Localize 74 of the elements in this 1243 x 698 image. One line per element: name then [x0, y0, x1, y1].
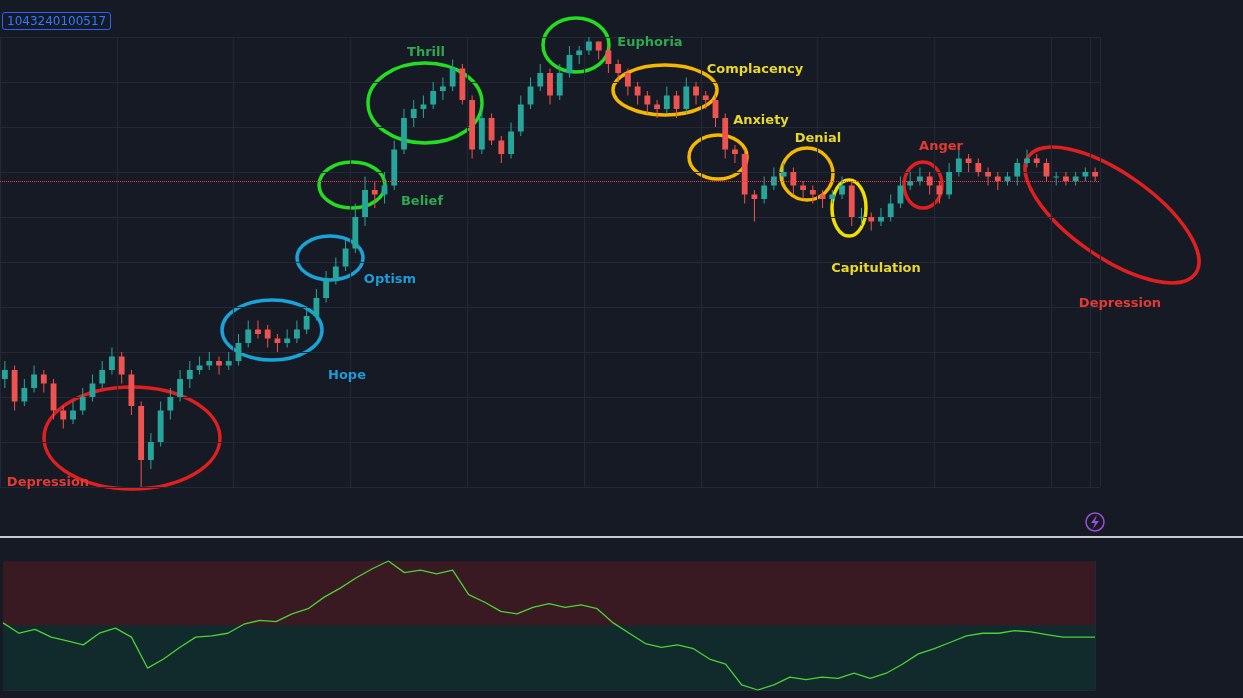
candlestick	[644, 90, 651, 114]
candlestick	[790, 167, 797, 195]
candlestick	[1063, 171, 1069, 186]
candlestick	[60, 405, 67, 429]
candlestick	[946, 162, 953, 200]
candlestick	[313, 288, 320, 321]
candlestick	[371, 180, 378, 209]
annotation: Hope	[328, 366, 366, 382]
candlestick	[693, 81, 699, 105]
candlestick	[634, 81, 641, 105]
annotation: Belief	[400, 192, 444, 208]
candlestick	[508, 122, 514, 159]
candlestick	[99, 360, 106, 389]
candlestick	[663, 86, 670, 114]
candlestick	[216, 356, 222, 375]
candlestick	[21, 378, 28, 407]
candlestick	[147, 432, 154, 470]
annotation: Capitulation	[831, 259, 921, 275]
candlestick	[615, 59, 622, 83]
annotation: Anxiety	[733, 111, 789, 127]
candlestick	[323, 270, 330, 303]
candlestick	[31, 365, 37, 393]
candlestick	[732, 144, 738, 164]
candlestick	[186, 360, 193, 389]
candlestick	[410, 99, 417, 128]
candlestick	[440, 77, 446, 101]
candlestick	[878, 207, 884, 227]
text: 1043240100517	[2, 12, 112, 30]
annotation: Thrill	[407, 43, 445, 59]
candlestick	[926, 171, 933, 195]
candlestick	[264, 324, 271, 348]
candlestick	[245, 320, 252, 348]
candlestick	[1, 360, 8, 389]
candlestick	[430, 81, 437, 110]
candlestick	[1092, 167, 1099, 182]
candlestick	[916, 167, 923, 186]
candlestick	[70, 401, 76, 425]
annotation: Euphoria	[617, 33, 683, 49]
candlestick	[547, 68, 553, 105]
candlestick	[654, 99, 660, 119]
annotation: Depression	[1078, 294, 1162, 310]
candlestick	[683, 77, 690, 114]
candlestick	[624, 68, 631, 96]
candlestick	[1014, 158, 1021, 186]
candlestick	[167, 387, 174, 420]
candlestick	[537, 63, 544, 92]
candlestick	[255, 320, 261, 339]
candlestick	[770, 167, 777, 191]
candlestick	[109, 347, 115, 375]
annotation: Anger	[919, 137, 963, 153]
candlestick	[839, 176, 845, 200]
candlestick	[800, 180, 807, 200]
candlestick	[498, 135, 505, 164]
annotation: Denial	[794, 129, 842, 145]
candlestick	[586, 36, 592, 56]
candlestick	[177, 369, 184, 402]
candlestick	[332, 257, 339, 285]
candlestick	[936, 180, 943, 204]
candlestick	[449, 59, 456, 92]
candlestick	[887, 194, 894, 222]
candlestick	[293, 320, 300, 344]
annotation: Depression	[6, 473, 90, 489]
candlestick	[1024, 149, 1030, 168]
candlestick	[556, 63, 563, 101]
candlestick	[761, 176, 768, 204]
candlestick	[605, 45, 612, 74]
candlestick	[488, 113, 495, 146]
candlestick	[985, 167, 991, 186]
candlestick	[79, 387, 86, 416]
annotation: Optism	[363, 270, 417, 286]
candlestick	[303, 306, 310, 335]
candlestick	[40, 369, 47, 393]
candlestick	[118, 351, 125, 384]
annotation: Complacency	[706, 60, 804, 76]
